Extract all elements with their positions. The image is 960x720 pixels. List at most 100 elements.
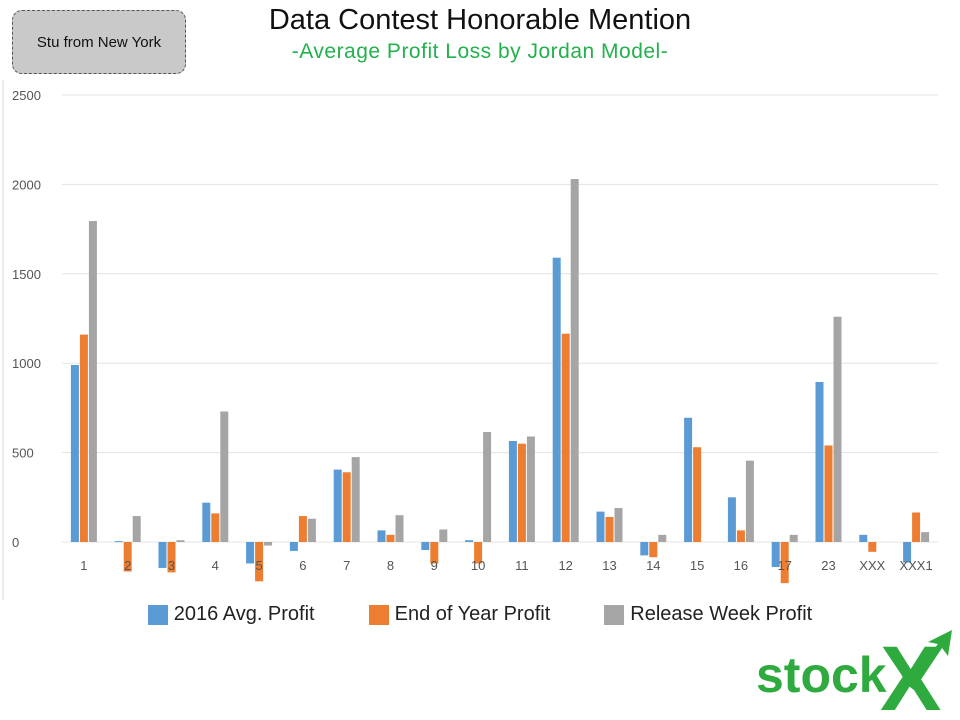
x-tick-label: 1 xyxy=(80,558,87,573)
bar-release-week-profit-5 xyxy=(264,542,273,546)
x-tick-label: XXX1 xyxy=(899,558,932,573)
x-tick-label: 13 xyxy=(602,558,616,573)
bar-end-of-year-profit-8 xyxy=(386,534,395,542)
bar-2016-avg-profit-15 xyxy=(684,417,693,542)
bar-2016-avg-profit-4 xyxy=(202,502,211,542)
bar-end-of-year-profit-15 xyxy=(693,447,702,542)
x-tick-label: 11 xyxy=(515,558,529,573)
bar-end-of-year-profit-3 xyxy=(167,542,176,573)
bar-end-of-year-profit-17 xyxy=(780,542,789,584)
bar-end-of-year-profit-1 xyxy=(79,334,88,542)
x-tick-label: 23 xyxy=(821,558,835,573)
bar-release-week-profit-14 xyxy=(658,534,667,542)
y-tick-label: 1000 xyxy=(12,356,41,371)
y-tick-label: 0 xyxy=(12,535,19,550)
legend-label: 2016 Avg. Profit xyxy=(173,603,315,625)
legend-label: End of Year Profit xyxy=(394,603,551,625)
bar-2016-avg-profit-10 xyxy=(465,540,474,542)
bar-end-of-year-profit-16 xyxy=(736,530,745,542)
legend-swatch-gray xyxy=(604,604,625,625)
bar-end-of-year-profit-6 xyxy=(298,516,307,542)
bar-end-of-year-profit-14 xyxy=(649,542,658,558)
bar-2016-avg-profit-xxx xyxy=(859,534,868,542)
bar-release-week-profit-2 xyxy=(132,516,141,542)
stockx-arrow-icon xyxy=(906,630,952,690)
chart-subtitle: -Average Profit Loss by Jordan Model- xyxy=(291,40,669,63)
bar-2016-avg-profit-17 xyxy=(771,542,780,568)
y-tick-label: 1500 xyxy=(12,267,41,282)
x-tick-label: 8 xyxy=(387,558,394,573)
bar-release-week-profit-3 xyxy=(176,540,185,542)
bar-end-of-year-profit-13 xyxy=(605,516,614,542)
bar-end-of-year-profit-xxx xyxy=(868,542,877,552)
legend-item-release-week-profit: Release Week Profit xyxy=(604,603,812,626)
bar-2016-avg-profit-23 xyxy=(815,381,824,542)
bar-release-week-profit-7 xyxy=(351,457,360,542)
bar-end-of-year-profit-5 xyxy=(255,542,264,582)
author-badge: Stu from New York xyxy=(12,10,186,74)
chart-legend: 2016 Avg. Profit End of Year Profit Rele… xyxy=(0,603,960,626)
bar-2016-avg-profit-13 xyxy=(596,511,605,542)
legend-item-2016-avg-profit: 2016 Avg. Profit xyxy=(147,603,315,626)
bar-2016-avg-profit-8 xyxy=(377,530,386,542)
x-tick-label: 17 xyxy=(777,558,791,573)
y-tick-label: 2500 xyxy=(12,88,41,103)
x-tick-label: 16 xyxy=(734,558,748,573)
bar-release-week-profit-8 xyxy=(395,515,404,542)
bar-end-of-year-profit-9 xyxy=(430,542,439,564)
x-tick-label: 10 xyxy=(471,558,485,573)
bar-release-week-profit-13 xyxy=(614,508,623,542)
stockx-logo: stock X xyxy=(756,628,952,718)
bar-2016-avg-profit-5 xyxy=(246,542,255,564)
bar-end-of-year-profit-2 xyxy=(123,542,132,572)
bar-2016-avg-profit-3 xyxy=(158,542,167,568)
stockx-logo-wordmark: stock xyxy=(756,647,887,703)
bar-end-of-year-profit-12 xyxy=(561,333,570,542)
bar-release-week-profit-11 xyxy=(526,436,535,542)
x-tick-label: 3 xyxy=(168,558,175,573)
x-tick-label: 14 xyxy=(646,558,660,573)
bar-2016-avg-profit-11 xyxy=(508,440,517,542)
x-tick-label: 12 xyxy=(558,558,572,573)
legend-swatch-orange xyxy=(368,604,389,625)
bar-end-of-year-profit-4 xyxy=(211,513,220,542)
y-tick-label: 2000 xyxy=(12,177,41,192)
bar-2016-avg-profit-2 xyxy=(114,541,123,543)
bar-end-of-year-profit-xxx1 xyxy=(912,512,921,542)
bar-2016-avg-profit-12 xyxy=(552,257,561,542)
bar-release-week-profit-xxx1 xyxy=(921,532,930,542)
author-badge-label: Stu from New York xyxy=(36,33,162,51)
bar-release-week-profit-10 xyxy=(483,432,492,542)
bar-2016-avg-profit-16 xyxy=(727,497,736,542)
bar-release-week-profit-12 xyxy=(570,179,579,542)
x-tick-label: 4 xyxy=(212,558,219,573)
bar-2016-avg-profit-9 xyxy=(421,542,430,551)
bar-release-week-profit-17 xyxy=(789,534,798,542)
x-tick-label: 7 xyxy=(343,558,350,573)
x-tick-label: 6 xyxy=(299,558,306,573)
bar-release-week-profit-4 xyxy=(220,411,229,542)
bar-release-week-profit-1 xyxy=(88,221,97,542)
bar-release-week-profit-6 xyxy=(307,518,316,542)
x-tick-label: XXX xyxy=(859,558,885,573)
bar-release-week-profit-16 xyxy=(745,460,754,542)
x-tick-label: 9 xyxy=(431,558,438,573)
bar-2016-avg-profit-1 xyxy=(70,364,79,542)
bar-end-of-year-profit-10 xyxy=(474,542,483,564)
bar-release-week-profit-9 xyxy=(439,529,448,542)
legend-label: Release Week Profit xyxy=(630,603,813,625)
bar-2016-avg-profit-14 xyxy=(640,542,649,556)
bar-2016-avg-profit-6 xyxy=(289,542,298,551)
chart-title: Data Contest Honorable Mention xyxy=(268,4,692,36)
x-tick-label: 15 xyxy=(690,558,704,573)
x-tick-label: 5 xyxy=(255,558,262,573)
bar-2016-avg-profit-7 xyxy=(333,469,342,542)
bar-2016-avg-profit-xxx1 xyxy=(903,542,912,563)
x-tick-label: 2 xyxy=(124,558,131,573)
bar-end-of-year-profit-7 xyxy=(342,472,351,542)
stockx-logo-x-mark: X xyxy=(880,628,941,718)
bar-end-of-year-profit-11 xyxy=(517,443,526,542)
bar-release-week-profit-23 xyxy=(833,316,842,542)
legend-swatch-blue xyxy=(147,604,168,625)
